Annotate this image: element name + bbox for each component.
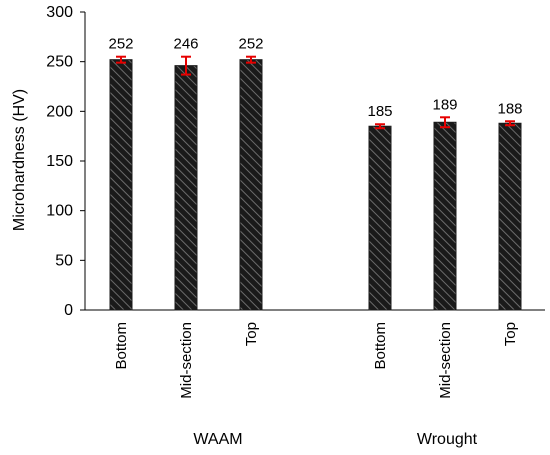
bar [498, 122, 522, 311]
y-tick-label: 150 [46, 153, 73, 170]
bar [109, 59, 133, 311]
bar [174, 65, 198, 311]
labels: 252 Bottom 246 Mid-section 252 Top WAAM 185 Bott… [108, 36, 522, 448]
data-label: 246 [173, 36, 198, 53]
category-label: Bottom [113, 322, 130, 370]
data-label: 188 [497, 100, 522, 117]
data-label: 185 [367, 103, 392, 120]
category-label: Bottom [372, 322, 389, 370]
data-label: 252 [238, 36, 263, 53]
group-label: Wrought [417, 431, 478, 448]
y-tick-label: 100 [46, 203, 73, 220]
bar [368, 125, 392, 311]
category-label: Top [243, 322, 260, 346]
bars [109, 55, 522, 311]
data-label: 252 [108, 36, 133, 53]
y-tick-label: 0 [64, 302, 73, 319]
y-tick-label: 250 [46, 54, 73, 71]
group-label: WAAM [193, 431, 242, 448]
y-tick-label: 200 [46, 103, 73, 120]
bar [239, 59, 263, 311]
y-tick-label: 50 [55, 252, 73, 269]
category-label: Top [502, 322, 519, 346]
category-label: Mid-section [178, 322, 195, 399]
axes: 0 50 100 150 200 250 300 [46, 4, 545, 319]
y-axis-title: Microhardness (HV) [11, 89, 28, 231]
category-label: Mid-section [437, 322, 454, 399]
y-tick-label: 300 [46, 4, 73, 21]
bar [433, 121, 457, 311]
data-label: 189 [432, 96, 457, 113]
